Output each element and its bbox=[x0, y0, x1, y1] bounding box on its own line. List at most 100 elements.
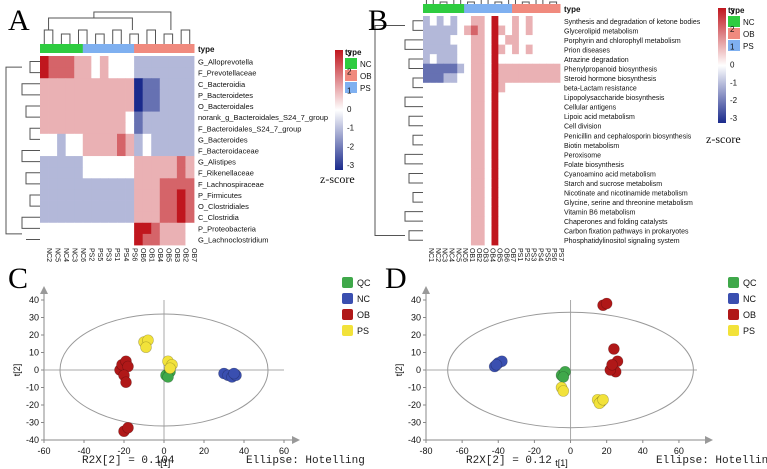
column-label: PS7 bbox=[557, 248, 564, 261]
heatmap-cell bbox=[539, 130, 547, 141]
group-bar-cell-ob bbox=[518, 4, 527, 13]
heatmap-cell bbox=[91, 156, 101, 168]
heatmap-cell bbox=[498, 44, 506, 55]
heatmap-cell bbox=[117, 89, 126, 101]
heatmap-cell bbox=[505, 149, 513, 160]
heatmap-cell bbox=[151, 133, 161, 146]
heatmap-cell bbox=[57, 233, 67, 246]
heatmap-cell bbox=[65, 144, 75, 157]
heatmap-cell bbox=[159, 67, 169, 79]
heatmap-cell bbox=[518, 111, 527, 122]
heatmap-cell bbox=[134, 167, 144, 179]
heatmap-cell bbox=[185, 56, 195, 68]
heatmap-cell bbox=[443, 206, 451, 217]
panel-c-r2x: R2X[2] = 0.104 bbox=[82, 455, 175, 467]
heatmap-cell bbox=[429, 25, 438, 36]
heatmap-cell bbox=[464, 44, 472, 55]
heatmap-cell bbox=[99, 89, 109, 101]
row-dendrogram bbox=[5, 61, 40, 240]
heatmap-cell bbox=[464, 92, 472, 103]
heatmap-cell bbox=[532, 149, 540, 160]
heatmap-cell bbox=[546, 197, 554, 208]
heatmap-cell bbox=[464, 187, 472, 198]
heatmap-cell bbox=[539, 159, 547, 170]
group-bar-cell-nc bbox=[48, 44, 58, 53]
heatmap-cell bbox=[74, 133, 84, 146]
row-dendrogram-branch bbox=[29, 194, 40, 207]
heatmap-cell bbox=[436, 197, 444, 208]
legend-label-nc: NC bbox=[743, 294, 756, 304]
group-bar-cell-ob bbox=[546, 4, 554, 13]
heatmap-cell bbox=[491, 44, 499, 55]
heatmap-cell bbox=[505, 35, 513, 46]
row-dendrogram bbox=[374, 20, 423, 241]
heatmap-cell bbox=[457, 82, 465, 93]
heatmap-cell bbox=[176, 100, 186, 112]
heatmap-cell bbox=[429, 101, 438, 112]
heatmap-cell bbox=[40, 122, 49, 135]
heatmap-cell bbox=[525, 140, 533, 150]
heatmap-cell bbox=[484, 235, 492, 246]
heatmap-cell bbox=[505, 54, 513, 65]
pca-panel-d: -80 -60 -40 -20 0 20 40 60 -40 -30 -20 -10 0 10 20 30 40… bbox=[394, 277, 757, 468]
heatmap-cell bbox=[539, 168, 547, 179]
heatmap-cell bbox=[464, 206, 472, 217]
group-bar-cell-nc bbox=[65, 44, 75, 53]
row-label: Biotin metabolism bbox=[564, 143, 619, 150]
heatmap-cell bbox=[450, 159, 458, 170]
group-bar-cell-ob bbox=[185, 44, 195, 53]
heatmap-cell bbox=[464, 216, 472, 227]
heatmap-cell bbox=[512, 149, 520, 160]
heatmap-cell bbox=[546, 159, 554, 170]
heatmap-cell bbox=[525, 159, 533, 170]
heatmap-cell bbox=[512, 197, 520, 208]
heatmap-cell bbox=[99, 211, 109, 224]
heatmap-cell bbox=[450, 225, 458, 236]
heatmap-cell bbox=[48, 78, 58, 90]
panel-letter-b: B bbox=[368, 4, 389, 37]
heatmap-cell bbox=[464, 101, 472, 112]
heatmap-cell bbox=[142, 100, 152, 112]
heatmap-cell bbox=[159, 78, 169, 90]
z-score-tick: 2 bbox=[347, 68, 352, 77]
heatmap-cell bbox=[553, 82, 561, 93]
heatmap-cell bbox=[518, 140, 527, 150]
heatmap-cell bbox=[525, 25, 533, 36]
heatmap-cell bbox=[512, 35, 520, 46]
row-dendrogram-branch bbox=[404, 153, 423, 165]
heatmap-cell bbox=[74, 67, 84, 79]
heatmap-cell bbox=[539, 216, 547, 227]
y-tick-label: 30 bbox=[29, 313, 39, 323]
legend-label-ob: OB bbox=[743, 30, 755, 39]
heatmap-cell bbox=[539, 225, 547, 236]
hotelling-ellipse bbox=[447, 311, 694, 429]
row-label: Vitamin B6 metabolism bbox=[564, 210, 636, 217]
row-label: Phenylpropanoid biosynthesis bbox=[564, 66, 658, 73]
heatmap-cell bbox=[134, 133, 144, 146]
heatmap-cell bbox=[74, 100, 84, 112]
y-tick-label: -30 bbox=[26, 418, 39, 428]
heatmap-cell bbox=[185, 111, 195, 124]
heatmap-cell bbox=[159, 100, 169, 112]
heatmap-cell bbox=[436, 63, 444, 74]
heatmap-cell bbox=[457, 187, 465, 198]
heatmap-cell bbox=[99, 122, 109, 135]
heatmap-cell bbox=[484, 101, 492, 112]
column-dendrogram-branch bbox=[146, 29, 156, 44]
heatmap-cell bbox=[423, 159, 431, 170]
heatmap-cell bbox=[99, 189, 109, 201]
heatmap-cell bbox=[553, 120, 561, 131]
group-bar-cell-ps bbox=[99, 44, 109, 53]
heatmap-cell bbox=[159, 233, 169, 246]
heatmap-cell bbox=[74, 233, 84, 246]
heatmap-cell bbox=[498, 92, 506, 103]
heatmap-cell bbox=[185, 144, 195, 157]
heatmap-cell bbox=[91, 89, 101, 101]
x-tick-label: -40 bbox=[492, 446, 505, 456]
heatmap-cell bbox=[108, 156, 118, 168]
column-dendrogram-branch bbox=[508, 0, 516, 4]
legend-label-qc: QC bbox=[743, 278, 757, 288]
heatmap-cell bbox=[450, 120, 458, 131]
heatmap-cell bbox=[484, 120, 492, 131]
heatmap-cell bbox=[99, 156, 109, 168]
